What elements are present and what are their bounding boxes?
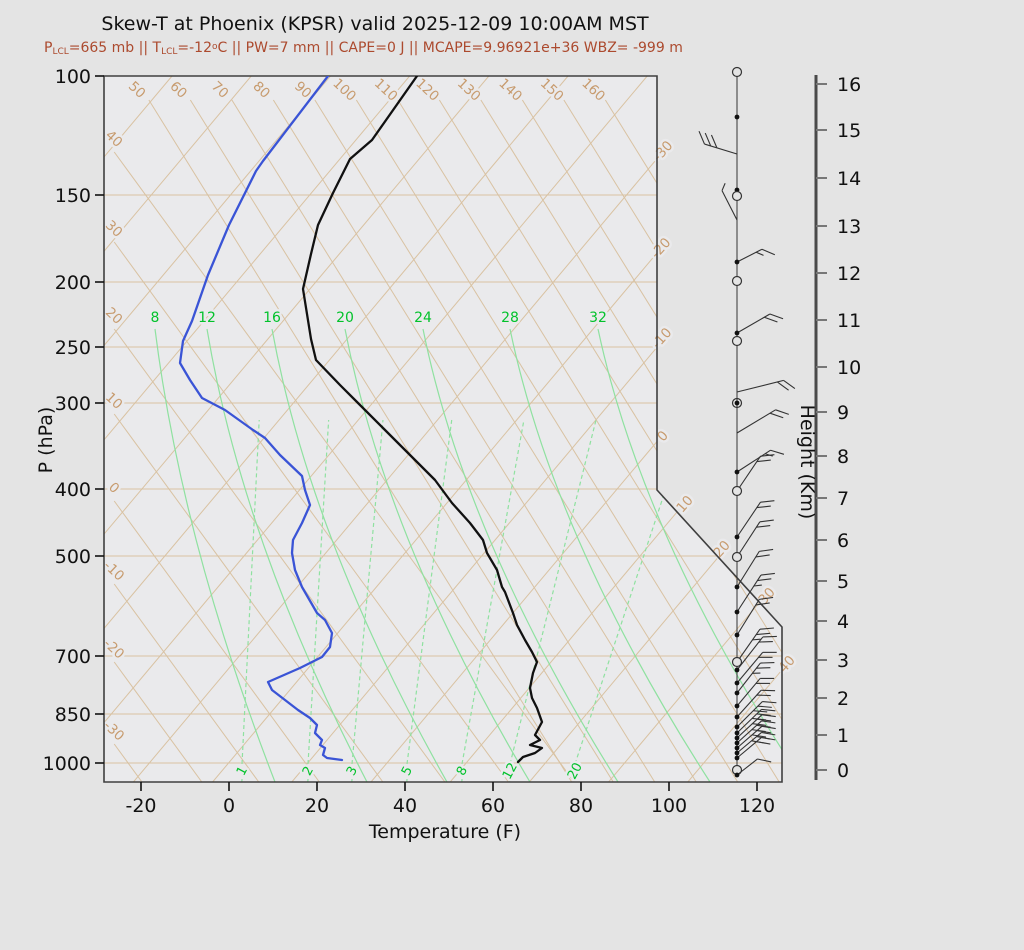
height-tick-label: 3 xyxy=(837,650,849,672)
height-tick-label: 4 xyxy=(837,611,849,633)
plot-border xyxy=(103,75,783,783)
temperature-tick-label: 0 xyxy=(223,795,235,817)
temperature-tick-label: 20 xyxy=(305,795,329,817)
height-tick-label: 15 xyxy=(837,120,861,142)
plot-area xyxy=(104,76,782,782)
temperature-axis-title: Temperature (F) xyxy=(368,821,521,843)
temperature-tick-label: 120 xyxy=(739,795,775,817)
height-tick-label: 1 xyxy=(837,725,849,747)
chart-subtitle: PLCL=665 mb || TLCL=-12oC || PW=7 mm || … xyxy=(44,40,683,57)
dewpoint-profile-line xyxy=(178,76,344,762)
height-tick-label: 16 xyxy=(837,74,861,96)
pressure-tick-label: 200 xyxy=(55,272,91,294)
pressure-tick-label: 300 xyxy=(55,393,91,415)
height-tick-label: 2 xyxy=(837,688,849,710)
wind-barb-column xyxy=(698,66,796,778)
svg-text:8: 8 xyxy=(151,310,160,326)
temperature-tick-label: 80 xyxy=(569,795,593,817)
pressure-tick-label: 700 xyxy=(55,646,91,668)
svg-text:12: 12 xyxy=(198,310,216,326)
header: Skew-T at Phoenix (KPSR) valid 2025-12-0… xyxy=(44,13,683,57)
height-tick-label: 5 xyxy=(837,571,849,593)
height-tick-label: 13 xyxy=(837,216,861,238)
pressure-tick-label: 500 xyxy=(55,546,91,568)
background-grid xyxy=(104,76,782,782)
height-tick-label: 6 xyxy=(837,530,849,552)
pressure-tick-label: 150 xyxy=(55,185,91,207)
pressure-axis-title: P (hPa) xyxy=(35,407,57,474)
height-tick-label: 10 xyxy=(837,357,861,379)
pressure-tick-label: 1000 xyxy=(43,753,91,775)
height-axis-title: Height (Km) xyxy=(796,405,818,520)
height-tick-label: 12 xyxy=(837,263,861,285)
height-tick-label: 11 xyxy=(837,310,861,332)
pressure-tick-label: 400 xyxy=(55,479,91,501)
svg-text:20: 20 xyxy=(336,310,354,326)
pressure-tick-label: 850 xyxy=(55,704,91,726)
temperature-tick-label: 100 xyxy=(651,795,687,817)
temperature-tick-label: -20 xyxy=(125,795,156,817)
temperature-tick-label: 40 xyxy=(393,795,417,817)
height-tick-label: 8 xyxy=(837,446,849,468)
pressure-tick-label: 100 xyxy=(55,66,91,88)
chart-title: Skew-T at Phoenix (KPSR) valid 2025-12-0… xyxy=(101,13,649,35)
svg-text:28: 28 xyxy=(501,310,519,326)
svg-text:24: 24 xyxy=(414,310,432,326)
height-tick-label: 9 xyxy=(837,402,849,424)
temperature-tick-label: 60 xyxy=(481,795,505,817)
svg-text:32: 32 xyxy=(589,310,607,326)
height-tick-label: 7 xyxy=(837,488,849,510)
svg-text:16: 16 xyxy=(263,310,281,326)
temperature-profile-line xyxy=(301,76,544,764)
height-tick-label: 14 xyxy=(837,168,861,190)
height-tick-label: 0 xyxy=(837,760,849,782)
pressure-tick-label: 250 xyxy=(55,337,91,359)
